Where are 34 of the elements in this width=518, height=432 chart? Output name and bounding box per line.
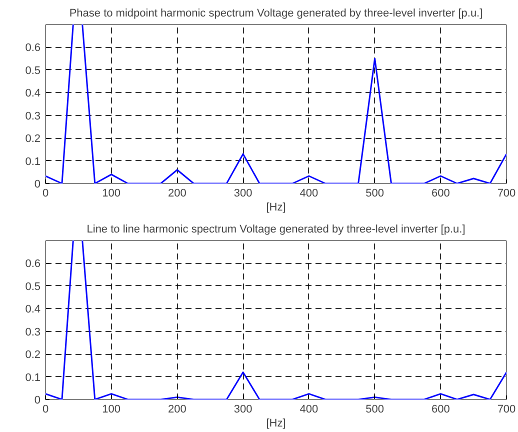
x-tick-label: 600 <box>431 404 450 416</box>
x-tick-label: 700 <box>497 404 516 416</box>
y-tick-label: 0.5 <box>25 280 41 293</box>
x-tick-label: 100 <box>102 404 121 416</box>
x-tick-label: 400 <box>300 188 318 200</box>
x-axis-title: [Hz] <box>266 418 286 430</box>
x-tick-label: 500 <box>366 188 384 200</box>
y-tick-label: 0.5 <box>25 64 41 77</box>
x-tick-label: 100 <box>102 188 121 200</box>
x-tick-label: 0 <box>42 404 49 416</box>
x-tick-label: 500 <box>366 404 384 416</box>
y-tick-label: 0.1 <box>25 156 41 168</box>
y-tick-label: 0 <box>34 178 41 190</box>
y-tick-label: 0.3 <box>25 326 41 338</box>
y-tick-label: 0 <box>34 394 41 406</box>
y-tick-label: 0.1 <box>25 372 41 384</box>
x-tick-label: 700 <box>497 188 516 200</box>
x-tick-label: 0 <box>42 188 49 200</box>
x-tick-label: 200 <box>168 404 186 416</box>
y-tick-label: 0.2 <box>25 133 41 146</box>
y-tick-label: 0.6 <box>25 258 41 270</box>
x-axis-title: [Hz] <box>266 202 286 214</box>
x-tick-label: 400 <box>300 404 318 416</box>
y-tick-label: 0.4 <box>25 304 41 316</box>
y-tick-label: 0.4 <box>25 88 41 100</box>
y-tick-label: 0.6 <box>25 42 41 54</box>
y-tick-label: 0.3 <box>25 110 41 122</box>
x-tick-label: 300 <box>234 188 252 200</box>
y-tick-label: 0.2 <box>25 349 41 362</box>
chart-title: Phase to midpoint harmonic spectrum Voltage generated by three-level inverter [p.u.] <box>69 8 483 20</box>
x-tick-label: 200 <box>168 188 186 200</box>
x-tick-label: 600 <box>431 188 450 200</box>
x-tick-label: 300 <box>234 404 252 416</box>
chart-title: Line to line harmonic spectrum Voltage generated by three-level inverter [p.u.] <box>86 224 466 236</box>
